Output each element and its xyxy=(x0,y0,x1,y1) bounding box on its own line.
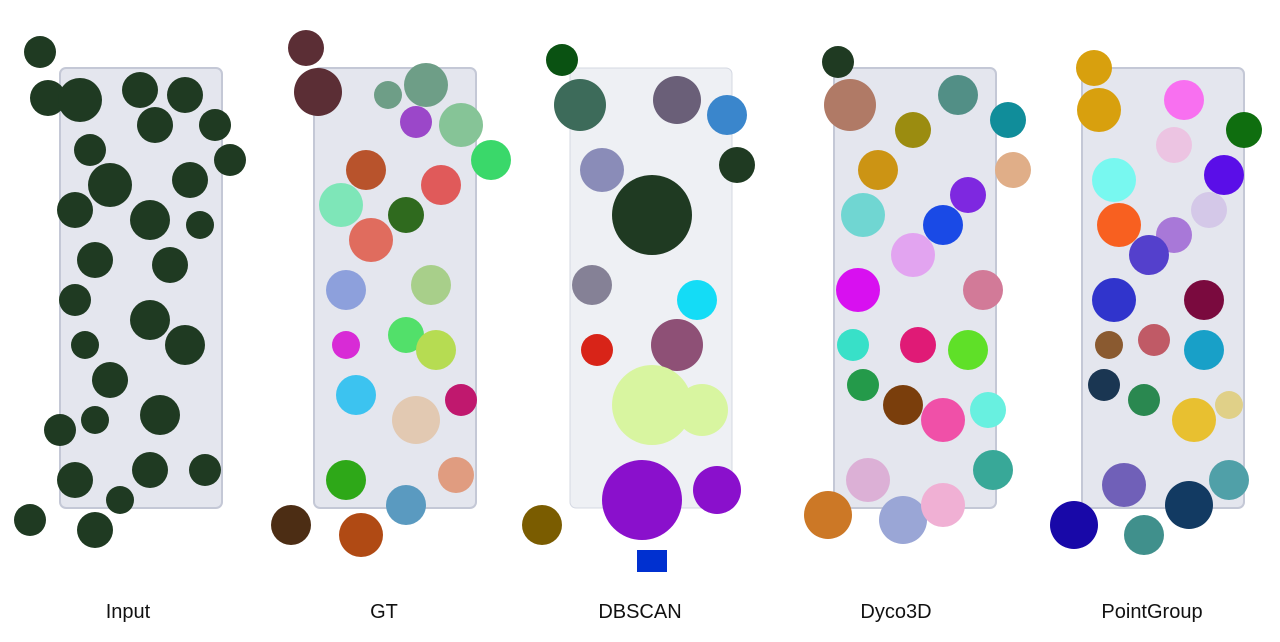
panel-gt: GT xyxy=(256,0,512,642)
panel-input: Input xyxy=(0,0,256,642)
caption-input: Input xyxy=(105,601,151,623)
caption-dbscan: DBSCAN xyxy=(598,601,682,623)
dyco3d-segmentation xyxy=(804,46,1031,544)
gt-segmentation xyxy=(271,30,511,557)
panel-dbscan: DBSCAN xyxy=(512,0,768,642)
dbscan-segmentation xyxy=(522,44,755,572)
pointgroup-segmentation xyxy=(1050,50,1262,555)
panel-pointgroup: PointGroup xyxy=(1024,0,1280,642)
caption-pointgroup: PointGroup xyxy=(1101,601,1203,623)
input-leaves xyxy=(14,36,246,548)
panel-dyco3d: Dyco3D xyxy=(768,0,1031,642)
caption-gt: GT xyxy=(370,601,398,623)
caption-dyco3d: Dyco3D xyxy=(860,601,932,623)
input-point-cloud xyxy=(14,36,246,548)
